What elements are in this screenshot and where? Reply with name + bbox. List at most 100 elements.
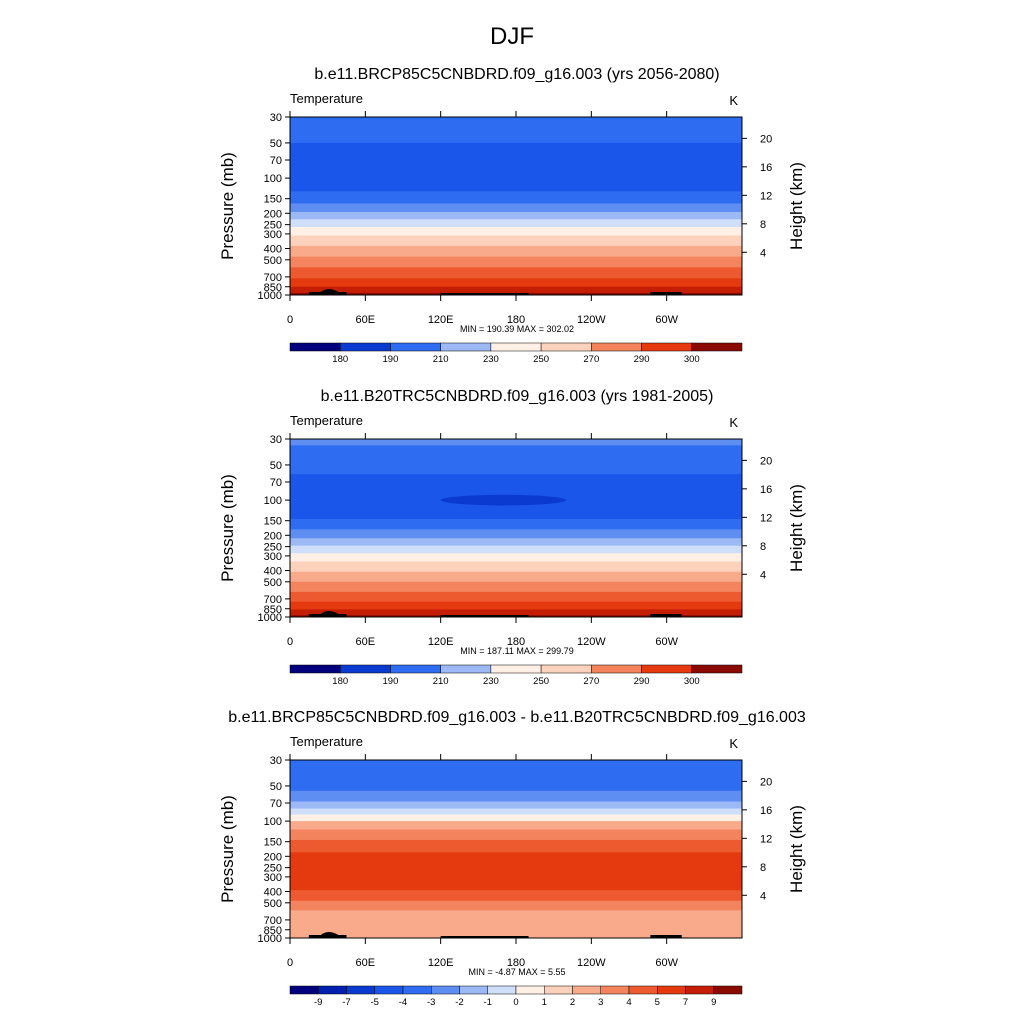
right-tick-label: 8 <box>760 541 766 553</box>
x-tick-label: 120W <box>577 957 606 969</box>
colorbar-label: -4 <box>399 997 407 1008</box>
panel-1: b.e11.BRCP85C5CNBDRD.f09_g16.003 (yrs 20… <box>218 66 806 365</box>
topography-mask <box>650 935 682 938</box>
cold-core-region <box>440 494 567 506</box>
colorbar-box <box>540 342 592 352</box>
y-tick-label: 30 <box>270 434 282 446</box>
figure-title: DJF <box>490 23 534 50</box>
colorbar-box <box>431 985 460 995</box>
right-tick-label: 4 <box>760 247 766 259</box>
units-label: K <box>729 93 738 108</box>
y-tick-label: 150 <box>264 837 282 849</box>
topography-mask <box>650 292 682 295</box>
colorbar-label: -9 <box>314 997 322 1008</box>
colorbar-box <box>339 664 391 674</box>
colorbar-box <box>713 985 743 995</box>
y-tick-label: 70 <box>270 155 282 167</box>
x-tick-label: 120W <box>577 636 606 648</box>
colorbar-box <box>691 342 743 352</box>
right-tick-label: 4 <box>760 890 766 902</box>
topography-mask <box>308 292 347 295</box>
right-tick-label: 16 <box>760 805 772 817</box>
colorbar-label: -1 <box>484 997 492 1008</box>
contour-band <box>290 609 742 616</box>
colorbar-box <box>289 664 341 674</box>
colorbar-box <box>600 985 630 995</box>
x-tick-label: 60E <box>356 957 376 969</box>
contour-band <box>290 212 742 220</box>
right-tick-label: 4 <box>760 569 766 581</box>
colorbar-label: 4 <box>626 997 631 1008</box>
contour-band <box>290 553 742 562</box>
y-tick-label: 1000 <box>258 933 282 945</box>
colorbar-label: 300 <box>684 354 700 365</box>
variable-label: Temperature <box>290 413 363 428</box>
y-tick-label: 150 <box>264 516 282 528</box>
y-tick-label: 200 <box>264 208 282 220</box>
colorbar-label: 250 <box>533 676 549 687</box>
y-axis-title: Pressure (mb) <box>218 152 237 260</box>
x-tick-label: 180 <box>507 636 525 648</box>
contour-band <box>290 203 742 213</box>
min-max-label: MIN = -4.87 MAX = 5.55 <box>468 967 565 977</box>
right-tick-label: 8 <box>760 219 766 231</box>
panel-3: b.e11.BRCP85C5CNBDRD.f09_g16.003 - b.e11… <box>218 709 806 1008</box>
colorbar-label: -3 <box>427 997 435 1008</box>
x-tick-label: 0 <box>287 314 293 326</box>
panel-title: b.e11.B20TRC5CNBDRD.f09_g16.003 (yrs 198… <box>321 388 714 405</box>
contour-band <box>290 529 742 539</box>
x-tick-label: 60E <box>356 636 376 648</box>
colorbar-box <box>374 985 404 995</box>
contour-band <box>290 790 742 802</box>
colorbar-box <box>691 664 743 674</box>
y-tick-label: 700 <box>264 272 282 284</box>
contour-band <box>290 219 742 228</box>
contour-band <box>290 852 742 891</box>
colorbar-label: 230 <box>483 354 499 365</box>
colorbar-box <box>685 985 714 995</box>
colorbar-label: 1 <box>542 997 547 1008</box>
contour-band <box>290 518 742 530</box>
colorbar-box <box>346 985 375 995</box>
x-tick-label: 60W <box>655 314 678 326</box>
colorbar-label: 210 <box>433 354 449 365</box>
colorbar-box <box>641 664 693 674</box>
y-tick-label: 100 <box>264 495 282 507</box>
contour-band <box>290 538 742 547</box>
colorbar-box <box>487 985 517 995</box>
colorbar-label: 7 <box>683 997 688 1008</box>
colorbar-box <box>540 664 592 674</box>
y-tick-label: 700 <box>264 915 282 927</box>
topography-mask <box>440 293 529 295</box>
y-tick-label: 500 <box>264 577 282 589</box>
contour-band <box>290 227 742 236</box>
right-tick-label: 20 <box>760 776 772 788</box>
y-tick-label: 1000 <box>258 290 282 302</box>
colorbar-label: -7 <box>342 997 350 1008</box>
y-tick-label: 200 <box>264 851 282 863</box>
y-tick-label: 250 <box>264 542 282 554</box>
variable-label: Temperature <box>290 734 363 749</box>
right-tick-label: 16 <box>760 162 772 174</box>
colorbar-box <box>440 342 492 352</box>
colorbar-label: 180 <box>332 676 348 687</box>
y-axis-title: Pressure (mb) <box>218 474 237 582</box>
topography-mask <box>308 614 347 617</box>
y-tick-label: 400 <box>264 243 282 255</box>
y-tick-label: 250 <box>264 220 282 232</box>
colorbar-box <box>318 985 347 995</box>
panel-title: b.e11.BRCP85C5CNBDRD.f09_g16.003 - b.e11… <box>228 709 806 726</box>
y-tick-label: 1000 <box>258 612 282 624</box>
colorbar-label: 290 <box>634 354 650 365</box>
x-tick-label: 180 <box>507 314 525 326</box>
panels-group: b.e11.BRCP85C5CNBDRD.f09_g16.003 (yrs 20… <box>218 66 806 1008</box>
contour-band <box>290 808 742 816</box>
colorbar-label: 210 <box>433 676 449 687</box>
x-tick-label: 120E <box>428 636 454 648</box>
min-max-label: MIN = 187.11 MAX = 299.79 <box>460 646 573 656</box>
contour-band <box>290 439 742 446</box>
colorbar-box <box>440 664 492 674</box>
y-tick-label: 50 <box>270 460 282 472</box>
colorbar-box <box>402 985 432 995</box>
